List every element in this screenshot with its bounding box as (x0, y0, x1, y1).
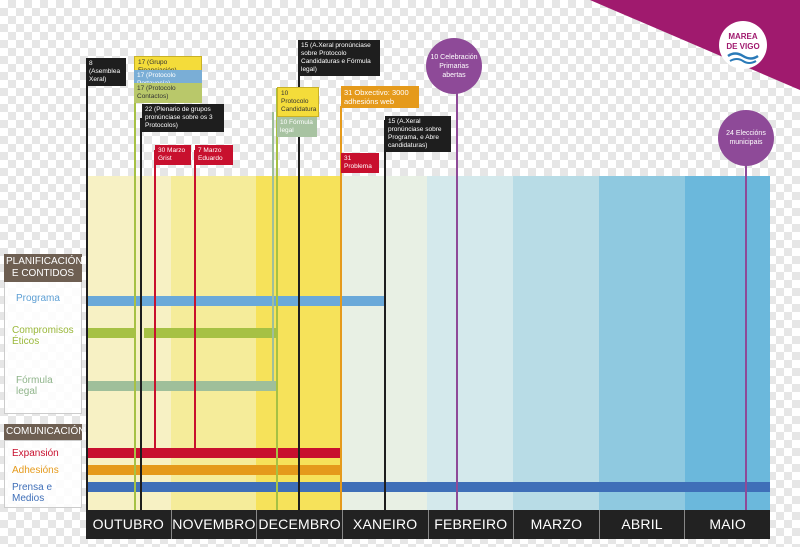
communication-frame (4, 440, 82, 508)
line-axeral-protocolo (298, 66, 300, 510)
row-label-compromisos: Compromisos Éticos (12, 325, 74, 347)
note-axeral-programa: 15 (A.Xeral pronúnciase sobre Programa, … (385, 116, 451, 152)
month-label: MARZO (514, 510, 600, 539)
communication-title: COMUNICACIÓN (4, 424, 85, 440)
svg-text:MAREA: MAREA (728, 32, 758, 41)
month-label: FEBREIRO (429, 510, 515, 539)
month-column-febreiro (427, 176, 513, 510)
milestone-celebracion: 10 Celebración Primarias abertas (426, 38, 482, 94)
month-label: ABRIL (600, 510, 686, 539)
row-label-prensa: Prensa e Medios (12, 482, 53, 504)
row-label-formula: Fórmula legal (16, 375, 53, 397)
line-marzo-2 (194, 150, 196, 450)
month-label: MAIO (709, 516, 746, 532)
note-axeral-protocolo: 15 (A.Xeral pronúnciase sobre Protocolo … (298, 40, 380, 76)
line-asemblea (86, 68, 88, 510)
bar-expansion (86, 448, 341, 458)
month-label: XANEIRO (343, 510, 429, 539)
month-column-marzo (513, 176, 599, 510)
note-asemblea: 8 (Asemblea Xeral) (86, 58, 126, 86)
line-protocolo-contactos (134, 94, 136, 510)
row-label-adhesions: Adhesións (12, 465, 59, 476)
svg-text:DE VIGO: DE VIGO (726, 42, 759, 51)
row-label-expansion: Expansión (12, 448, 59, 459)
bar-compromisos-2 (144, 328, 278, 338)
line-obxectivo (340, 106, 342, 510)
line-celebracion (456, 88, 458, 510)
planning-title: PLANIFICACIÓN E CONTIDOS (4, 254, 83, 282)
line-protocolo-candidatura (276, 88, 278, 510)
bar-prensa (86, 482, 770, 492)
month-label: DECEMBRO (257, 510, 343, 539)
note-protocolo-candidatura: 10 Protocolo Candidatura (277, 87, 319, 117)
note-protocolo-contactos: 17 (Protocolo Contactos) (134, 83, 202, 103)
bar-programa (86, 296, 384, 306)
note-problema: 31 Problema (341, 153, 379, 173)
line-marzo-1 (154, 150, 156, 450)
bar-adhesions (86, 465, 341, 475)
note-marzo-1: 30 Marzo Grist (155, 145, 191, 165)
note-obxectivo: 31 Obxectivo: 3000 adhesións web (341, 86, 419, 108)
row-label-programa: Programa (16, 293, 60, 304)
milestone-eleccions: 24 Eleccións municipais (718, 110, 774, 166)
month-column-outubro (86, 176, 171, 510)
month-label: NOVEMBRO (172, 510, 258, 539)
note-plenario: 22 (Plenario de grupos pronúnciase sobre… (142, 104, 224, 132)
line-formula-legal (272, 112, 274, 387)
month-column-novembro (171, 176, 256, 510)
month-label: OUTUBRO (86, 510, 172, 539)
month-column-maio (685, 176, 770, 510)
line-eleccions (745, 148, 747, 510)
note-marzo-2: 7 Marzo Eduardo (195, 145, 233, 165)
bar-compromisos-1 (86, 328, 134, 338)
marea-de-vigo-logo: MAREA DE VIGO (719, 21, 767, 69)
planning-frame (4, 276, 82, 414)
line-axeral-programa (384, 120, 386, 510)
month-axis: OUTUBRO NOVEMBRO DECEMBRO XANEIRO FEBREI… (86, 510, 770, 539)
bar-formula (86, 381, 278, 391)
note-formula-legal: 10 Fórmula legal (277, 117, 317, 137)
line-plenario (140, 118, 142, 510)
month-column-abril (599, 176, 685, 510)
